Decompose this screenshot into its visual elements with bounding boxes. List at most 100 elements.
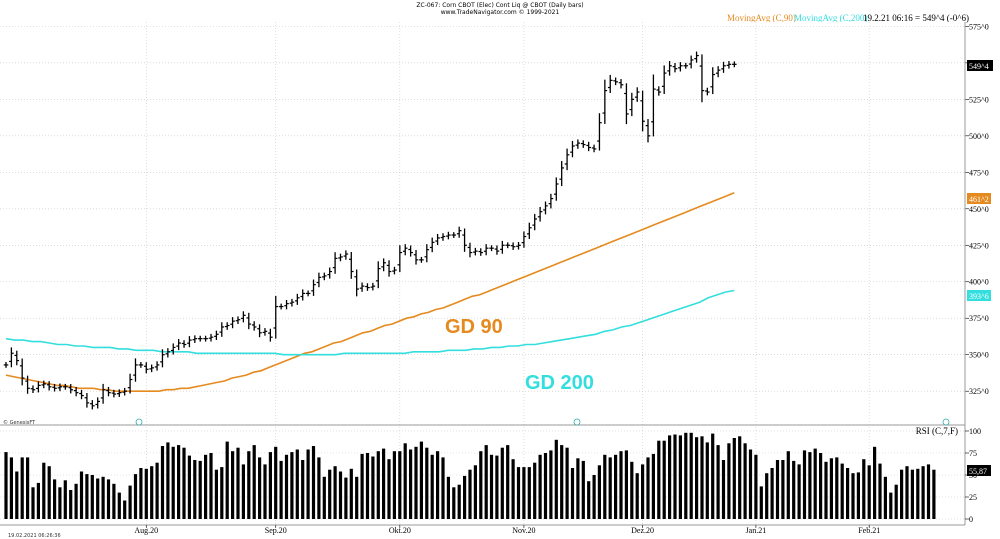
rsi-bar: [533, 462, 537, 519]
rsi-bar: [112, 483, 116, 519]
ma90-badge-text: 461^2: [969, 195, 989, 204]
ohlc-bar: [370, 282, 376, 291]
rsi-panel: 1007550250 RSI (C,7,F): [0, 426, 981, 524]
rsi-bar: [36, 482, 40, 519]
rsi-tick-label: 0: [969, 515, 973, 524]
rsi-bar: [79, 471, 84, 519]
ohlc-bar: [661, 65, 667, 95]
ohlc-bar: [192, 335, 198, 343]
rsi-bar: [441, 457, 445, 519]
rsi-bar: [473, 465, 477, 519]
ohlc-bar: [424, 244, 430, 263]
ohlc-bar: [602, 79, 608, 125]
ma200-line: [5, 289, 735, 356]
rsi-bar: [829, 458, 833, 519]
ohlc-bar: [483, 244, 489, 256]
rsi-bar: [479, 451, 483, 519]
rsi-bar: [436, 451, 440, 519]
ohlc-bar: [672, 63, 678, 73]
rsi-bar: [695, 437, 699, 519]
ma90-badge: 461^2: [967, 193, 991, 204]
rsi-bar: [662, 440, 666, 519]
ohlc-bar: [359, 282, 365, 292]
rsi-bar: [236, 447, 240, 519]
rsi-bar: [840, 463, 844, 519]
rsi-bar: [382, 448, 386, 519]
rsi-bar: [668, 435, 672, 519]
rsi-bar: [576, 458, 580, 519]
ohlc-bar: [613, 77, 618, 86]
rsi-bar: [463, 475, 467, 519]
ohlc-bar: [57, 383, 63, 392]
price-panel: 575^0550^0525^0500^0475^0450^0425^0400^0…: [0, 22, 989, 525]
ohlc-bar: [181, 340, 187, 348]
ohlc-bar: [79, 389, 84, 400]
rsi-bar: [171, 446, 175, 519]
ohlc-bar: [176, 339, 181, 351]
ohlc-bar: [467, 242, 473, 258]
ohlc-bar: [327, 267, 332, 279]
price-tick-label: 475^0: [969, 168, 989, 177]
rsi-bar: [797, 464, 801, 519]
ohlc-bar: [241, 311, 246, 323]
ohlc-bar: [338, 253, 343, 262]
date-tick-label: Dez.20: [631, 526, 654, 535]
rsi-bar: [150, 466, 154, 519]
legend-ma200: MovingAvg (C,200): [794, 13, 867, 23]
annotation-gd90: GD 90: [445, 316, 503, 338]
rsi-bar: [198, 460, 202, 519]
ohlc-bar: [564, 148, 570, 171]
timestamp-label: 19.02.2021 06:26:36: [8, 533, 61, 539]
rsi-bar: [597, 465, 601, 519]
rsi-bar: [705, 442, 709, 519]
ohlc-bar: [203, 335, 208, 342]
rsi-bar: [31, 487, 35, 519]
ohlc-bar: [46, 381, 52, 391]
rsi-bar: [117, 492, 121, 519]
rsi-bar: [128, 485, 132, 519]
date-tick-label: Jan.21: [746, 526, 767, 535]
rsi-bar: [258, 457, 262, 519]
copyright-label: © GenesisFT: [3, 419, 36, 426]
rsi-bar: [268, 452, 272, 519]
ohlc-bar: [419, 256, 424, 263]
price-tick-label: 375^0: [969, 314, 989, 323]
ohlc-bar: [580, 140, 586, 148]
ohlc-bar: [68, 384, 74, 394]
rsi-bar: [365, 453, 370, 519]
rsi-bar: [446, 476, 450, 519]
rsi-bar: [792, 460, 796, 519]
ohlc-bar: [19, 358, 25, 386]
ohlc-bar: [116, 389, 122, 397]
rsi-bar: [387, 459, 391, 519]
rsi-bar: [20, 457, 24, 519]
rsi-bar: [322, 476, 326, 519]
ohlc-bar: [494, 245, 500, 255]
ohlc-bar: [478, 248, 484, 256]
date-axis: Aug.20 Sep.20 Okt.20 Nov.20 Dez.20 Jan.21 Feb.…: [0, 524, 965, 535]
ohlc-bar: [154, 361, 160, 371]
ohlc-bar: [165, 348, 171, 358]
ohlc-bar: [268, 328, 273, 342]
ohlc-bar: [235, 316, 241, 324]
rsi-bars: [4, 432, 936, 519]
date-tick-label: Okt.20: [389, 526, 411, 535]
ohlc-bar: [683, 62, 689, 69]
ohlc-bar: [667, 61, 672, 76]
rsi-bar: [139, 468, 143, 519]
rsi-bar: [889, 492, 893, 519]
rsi-bar: [554, 439, 558, 519]
rsi-bar: [209, 453, 213, 519]
rsi-bar: [15, 471, 19, 519]
ohlc-bar: [510, 242, 516, 251]
ohlc-bar: [3, 362, 9, 368]
rsi-bar: [274, 446, 278, 519]
rsi-bar: [543, 453, 548, 519]
rsi-bar: [398, 451, 402, 519]
ohlc-bar: [699, 54, 705, 103]
ohlc-bars: [3, 51, 737, 410]
rsi-bar: [425, 447, 429, 519]
price-tick-label: 450^0: [969, 205, 989, 214]
ohlc-bar: [591, 144, 597, 153]
